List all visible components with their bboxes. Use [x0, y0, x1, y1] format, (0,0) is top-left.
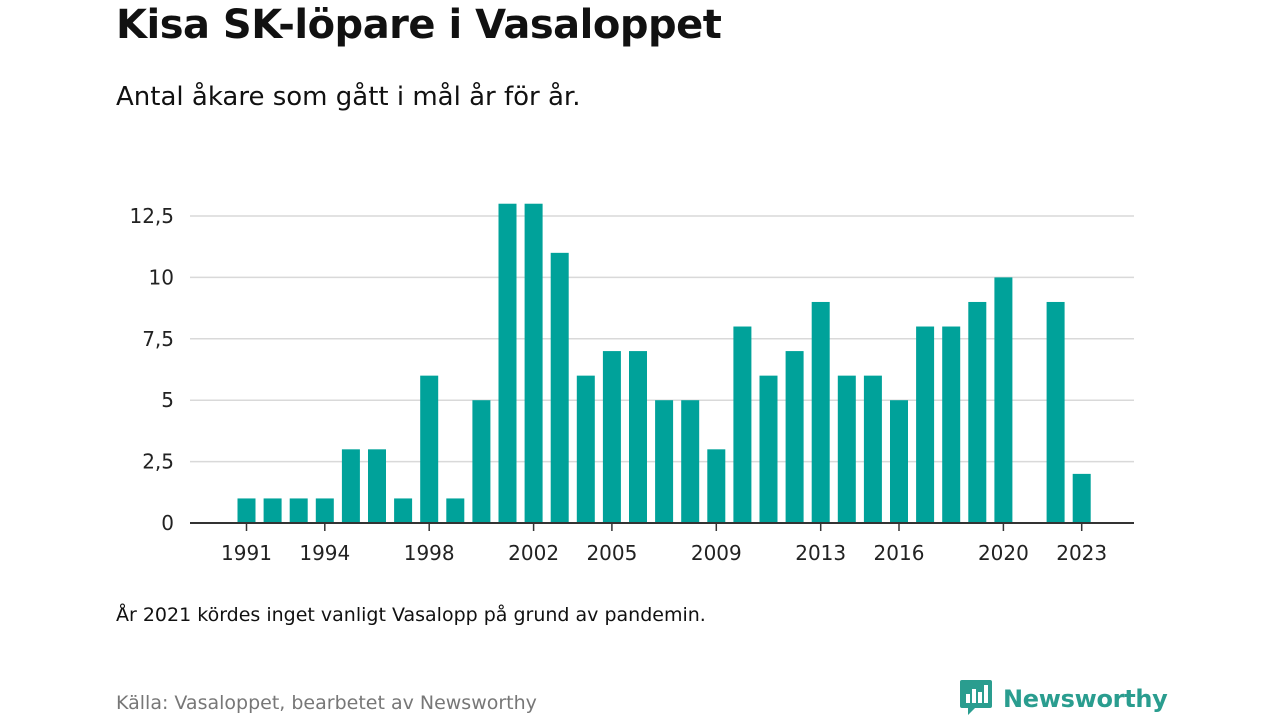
bar-1996: [368, 449, 386, 523]
y-tick-label: 7,5: [142, 327, 174, 351]
bar-1994: [315, 498, 334, 523]
bar-2008: [681, 400, 700, 523]
bar-2015: [863, 375, 882, 523]
x-tick-label: 1994: [299, 541, 350, 565]
bar-2011: [759, 375, 778, 523]
bar-1993: [289, 498, 308, 523]
bar-1992: [263, 498, 282, 523]
footnote: År 2021 kördes inget vanligt Vasalopp på…: [116, 604, 706, 626]
bar-1999: [446, 498, 465, 523]
bar-2017: [916, 326, 935, 523]
bar-1991: [237, 498, 256, 523]
bar-2007: [655, 400, 674, 523]
bar-1997: [394, 498, 413, 523]
bar-1998: [420, 375, 439, 523]
y-tick-label: 5: [161, 388, 174, 412]
bar-2019: [968, 301, 987, 523]
bar-2000: [472, 400, 491, 523]
bar-2005: [602, 351, 621, 523]
bar-2016: [890, 400, 908, 523]
bar-chart: 0 2,5 5 7,5 10 12,5 1991 1994 1998 2002 2005 2009 20…: [129, 203, 1134, 565]
x-tick-label: 2023: [1056, 541, 1107, 565]
brand-name: Newsworthy: [1003, 685, 1168, 713]
bar-2006: [629, 351, 647, 523]
chart-title: Kisa SK-löpare i Vasaloppet: [116, 2, 722, 48]
brand-logo: Newsworthy: [959, 680, 1168, 718]
source-credit: Källa: Vasaloppet, bearbetet av Newswort…: [116, 692, 537, 714]
x-tick-label: 2005: [586, 541, 637, 565]
bar-2023: [1072, 473, 1091, 523]
bar-2012: [785, 351, 804, 523]
x-tick-label: 2016: [874, 541, 925, 565]
x-tick-label: 2002: [508, 541, 559, 565]
x-tick-label: 1991: [221, 541, 272, 565]
bar-2001: [498, 203, 517, 523]
y-tick-label: 12,5: [129, 204, 174, 228]
x-tick-label: 1998: [404, 541, 455, 565]
bar-2004: [576, 375, 595, 523]
bar-2020: [994, 277, 1013, 523]
x-tick-label: 2009: [691, 541, 742, 565]
x-tick-label: 2020: [978, 541, 1029, 565]
bars: [237, 203, 1091, 523]
bar-1995: [341, 449, 360, 523]
y-tick-label: 0: [161, 511, 174, 535]
axes: 0 2,5 5 7,5 10 12,5 1991 1994 1998 2002 2005 2009 20…: [129, 204, 1134, 565]
bar-2013: [811, 301, 830, 523]
bar-2003: [550, 252, 569, 523]
chart-subtitle: Antal åkare som gått i mål år för år.: [116, 82, 581, 112]
bar-2018: [942, 326, 961, 523]
bar-2002: [524, 203, 543, 523]
newsworthy-logo-icon: [959, 678, 993, 720]
y-tick-label: 10: [149, 265, 174, 289]
bar-2010: [733, 326, 752, 523]
x-tick-label: 2013: [795, 541, 846, 565]
y-tick-label: 2,5: [142, 450, 174, 474]
bar-2014: [837, 375, 856, 523]
bar-2022: [1046, 301, 1065, 523]
bar-2009: [707, 449, 726, 523]
